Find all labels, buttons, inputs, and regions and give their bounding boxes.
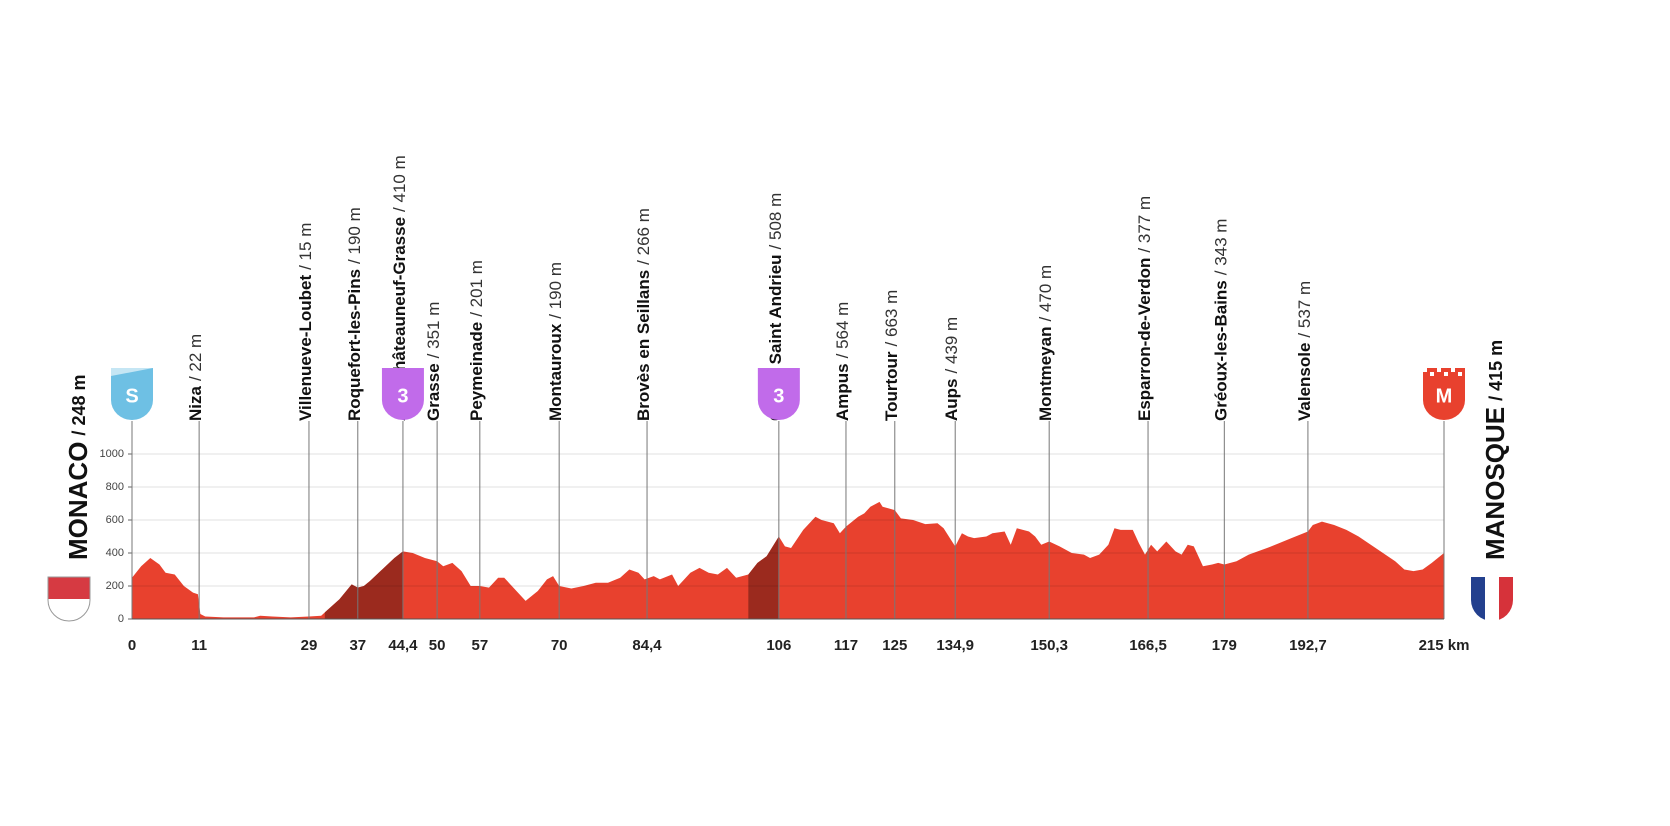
x-tick-label: 150,3 <box>1030 637 1068 654</box>
x-tick-label: 106 <box>766 637 791 654</box>
x-tick-label: 0 <box>128 637 136 654</box>
waypoint-label: Gréoux-les-Bains / 343 m <box>1212 219 1231 421</box>
waypoint-elevation: / 410 m <box>390 155 409 212</box>
waypoint-elevation: / 351 m <box>425 302 444 359</box>
waypoint-name: Ampus <box>833 363 852 421</box>
x-tick-label: 57 <box>471 637 488 654</box>
y-tick-label: 0 <box>118 613 124 625</box>
monaco-flag-outline <box>47 576 91 622</box>
waypoint-label: Brovès en Seillans / 266 m <box>635 208 654 421</box>
waypoint-name: Brovès en Seillans <box>635 270 654 421</box>
waypoint-name: Grasse <box>425 363 444 421</box>
profile-area <box>132 501 1444 619</box>
start-badge-label: S <box>125 385 138 407</box>
finish-elevation: / 415 m <box>1486 340 1506 401</box>
finish-check <box>1451 368 1455 372</box>
waypoint-name: Tourtour <box>882 351 901 421</box>
climb-area <box>748 536 779 619</box>
waypoint-elevation: / 201 m <box>467 260 486 317</box>
x-tick-label: 84,4 <box>632 637 662 654</box>
climb-badge <box>381 368 424 420</box>
start-badge-flap <box>111 368 153 376</box>
waypoint-label: Peymeinade / 201 m <box>467 260 486 421</box>
climb-badge-label: 3 <box>773 385 784 407</box>
waypoint-name: Gréoux-les-Bains <box>1212 280 1231 421</box>
x-tick-label: 179 <box>1212 637 1237 654</box>
x-tick-label: 11 <box>191 637 207 654</box>
waypoint-elevation: / 439 m <box>943 317 962 374</box>
waypoint-elevation: / 377 m <box>1136 196 1155 253</box>
finish-check <box>1458 372 1462 376</box>
x-tick-label: 192,7 <box>1289 637 1327 654</box>
y-tick-label: 600 <box>106 514 124 526</box>
x-tick-label: 117 <box>834 637 858 654</box>
finish-check <box>1423 368 1427 372</box>
waypoint-name: Aups <box>943 379 962 422</box>
waypoint-label: Aups / 439 m <box>943 317 962 421</box>
waypoint-elevation: / 266 m <box>635 208 654 265</box>
waypoint-elevation: / 564 m <box>833 302 852 359</box>
waypoint-name: Montmeyan <box>1037 327 1056 421</box>
waypoint-elevation: / 15 m <box>296 223 315 270</box>
climb-badge <box>757 368 800 420</box>
y-tick-label: 800 <box>106 481 124 493</box>
finish-check <box>1437 368 1441 372</box>
monaco-flag <box>48 577 90 621</box>
waypoint-elevation: / 190 m <box>345 207 364 264</box>
finish-check <box>1444 372 1448 376</box>
climb-badge-label: 3 <box>397 385 408 407</box>
finish-badge <box>1423 368 1465 420</box>
waypoint-label: Roquefort-les-Pins / 190 m <box>345 207 364 421</box>
start-name-text: MONACO <box>63 442 93 560</box>
x-tick-label: 125 <box>882 637 907 654</box>
y-tick-label: 1000 <box>100 448 124 460</box>
waypoint-name: Montauroux <box>547 323 566 421</box>
x-tick-label: 44,4 <box>388 637 418 654</box>
start-elevation: / 248 m <box>69 375 89 436</box>
x-tick-label: 29 <box>301 637 318 654</box>
waypoint-elevation: / 22 m <box>187 334 206 381</box>
waypoint-name: Esparron-de-Verdon <box>1136 258 1155 421</box>
waypoint-label: Niza / 22 m <box>187 334 206 421</box>
waypoint-name: Valensole <box>1295 343 1314 421</box>
waypoint-elevation: / 343 m <box>1212 219 1231 276</box>
waypoint-elevation: / 470 m <box>1037 265 1056 322</box>
finish-badge-label: M <box>1436 385 1453 407</box>
waypoint-elevation: / 508 m <box>766 193 785 250</box>
finish-name: MANOSQUE / 415 m <box>1480 340 1510 560</box>
finish-name-text: MANOSQUE <box>1480 407 1510 560</box>
waypoint-name: Roquefort-les-Pins <box>345 269 364 421</box>
x-tick-label: 166,5 <box>1129 637 1167 654</box>
y-tick-label: 200 <box>106 580 124 592</box>
waypoint-label: Montmeyan / 470 m <box>1037 265 1056 421</box>
x-tick-label: 134,9 <box>936 637 974 654</box>
x-tick-label: 215 km <box>1419 637 1470 654</box>
waypoint-label: Esparron-de-Verdon / 377 m <box>1136 196 1155 421</box>
waypoint-label: Ampus / 564 m <box>833 302 852 421</box>
x-tick-label: 70 <box>551 637 568 654</box>
waypoint-label: Valensole / 537 m <box>1295 281 1314 421</box>
start-badge <box>111 368 153 420</box>
waypoint-name: Villenueve-Loubet <box>296 275 315 421</box>
finish-check <box>1430 372 1434 376</box>
y-tick-label: 400 <box>106 547 124 559</box>
waypoint-label: Grasse / 351 m <box>425 302 444 421</box>
waypoint-elevation: / 190 m <box>547 262 566 319</box>
waypoint-label: Villenueve-Loubet / 15 m <box>296 223 315 421</box>
france-flag <box>1471 577 1513 621</box>
waypoint-elevation: / 663 m <box>882 290 901 347</box>
climb-area <box>324 551 403 619</box>
waypoint-name: Peymeinade <box>467 322 486 421</box>
waypoint-elevation: / 537 m <box>1295 281 1314 338</box>
x-tick-label: 37 <box>349 637 366 654</box>
waypoint-name: Niza <box>187 386 206 422</box>
waypoint-label: Montauroux / 190 m <box>547 262 566 421</box>
x-tick-label: 50 <box>429 637 446 654</box>
waypoint-label: Tourtour / 663 m <box>882 290 901 421</box>
start-name: MONACO / 248 m <box>63 375 93 560</box>
